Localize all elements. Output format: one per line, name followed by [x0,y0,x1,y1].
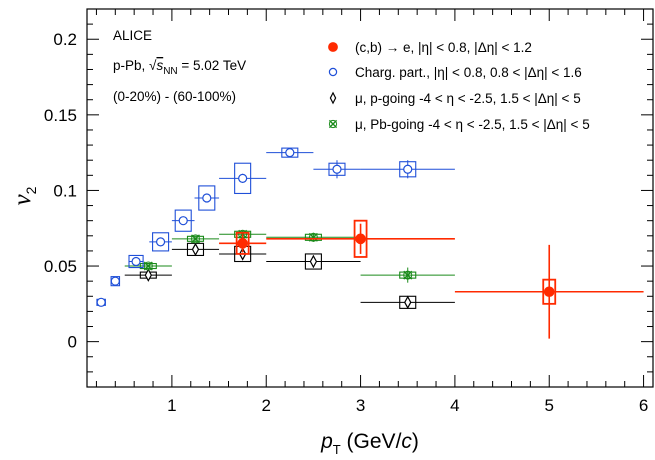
data-point [454,244,644,339]
y-tick-label: 0.15 [44,106,77,125]
y-tick-label: 0.05 [44,257,77,276]
data-point [124,261,172,271]
marker-filled-circle [543,286,555,298]
legend-item: (c,b) → e, |η| < 0.8, |Δη| < 1.2 [328,40,532,55]
data-point [128,254,144,269]
legend: (c,b) → e, |η| < 0.8, |Δη| < 1.2 Charg. p… [328,40,590,132]
data-point [171,234,220,244]
marker-cross-lines [143,261,153,271]
legend-item: μ, p-going -4 < η < -2.5, 1.5 < |Δη| < 5 [329,91,581,106]
data-point [266,147,314,158]
marker-open-circle [110,276,120,286]
marker-open-diamond [329,91,337,105]
y-tick-label: 0.2 [53,30,77,49]
marker-cross-lines [308,232,318,242]
data-point [149,232,172,252]
marker-open-circle [332,164,342,174]
data-point [266,253,361,270]
marker-open-circle [155,237,166,247]
marker-filled-circle [237,238,248,249]
collision-system-label: p-Pb, √sNN = 5.02 TeV [113,58,246,77]
y-tick-label: 0.1 [53,181,77,200]
marker-open-cross [308,232,318,242]
axis-tick-labels: 1 2 3 4 5 6 0 0.05 0.1 0.15 0.2 [44,30,648,415]
data-point [194,185,220,211]
legend-label: μ, Pb-going -4 < η < -2.5, 1.5 < |Δη| < … [355,117,590,132]
legend-label: Charg. part., |η| < 0.8, 0.8 < |Δη| < 1.… [355,65,582,80]
marker-open-cross [143,261,153,271]
data-point [360,295,455,310]
marker-open-diamond [191,242,200,257]
y-tick-label: 0 [68,333,77,352]
marker-open-circle [328,67,338,77]
data-point [219,231,267,255]
legend-label: (c,b) → e, |η| < 0.8, |Δη| < 1.2 [355,40,532,55]
marker-filled-circle [355,233,366,245]
data-point [171,209,195,232]
x-tick-label: 3 [356,396,365,415]
experiment-label: ALICE [113,28,152,43]
data-point [266,232,361,242]
marker-filled-circle [328,42,338,52]
data-point [96,297,106,307]
series-0 [219,219,644,339]
x-tick-label: 1 [167,396,176,415]
info-text: ALICE p-Pb, √sNN = 5.02 TeV (0-20%) - (6… [113,28,246,104]
marker-cross-lines [328,119,338,129]
centrality-label: (0-20%) - (60-100%) [113,89,236,104]
data-point [313,160,361,179]
marker-open-circle [202,193,212,203]
x-tick-label: 2 [261,396,270,415]
x-tick-label: 5 [544,396,553,415]
data-point [360,160,455,179]
axis-ticks [87,9,653,387]
marker-open-cross [328,119,338,129]
marker-open-cross [190,234,200,244]
marker-open-circle [178,216,188,226]
data-points [96,147,644,339]
marker-open-circle [403,164,413,174]
marker-open-diamond [404,295,412,310]
y-axis-title: v2 [9,186,39,205]
marker-cross-lines [403,270,413,280]
legend-label: μ, p-going -4 < η < -2.5, 1.5 < |Δη| < 5 [355,91,581,106]
data-point [219,162,267,195]
series-2 [124,242,455,310]
marker-open-circle [96,297,106,307]
series-3 [124,229,455,283]
series-1 [96,147,455,307]
marker-cross-lines [190,234,200,244]
marker-open-diamond [309,254,318,269]
x-tick-label: 6 [639,396,648,415]
plot-frame [86,8,654,388]
marker-open-cross [403,270,413,280]
legend-item: μ, Pb-going -4 < η < -2.5, 1.5 < |Δη| < … [328,117,590,132]
data-point [266,219,455,258]
legend-item: Charg. part., |η| < 0.8, 0.8 < |Δη| < 1.… [328,65,582,80]
data-point [171,242,220,257]
data-point [360,267,455,283]
x-tick-label: 4 [450,396,459,415]
x-axis-title: pT (GeV/c) [320,430,419,457]
data-point [124,268,172,282]
marker-open-circle [285,148,295,158]
data-point [110,276,121,287]
marker-open-circle [131,256,141,267]
marker-open-circle [238,173,248,183]
marker-open-diamond [144,268,153,282]
